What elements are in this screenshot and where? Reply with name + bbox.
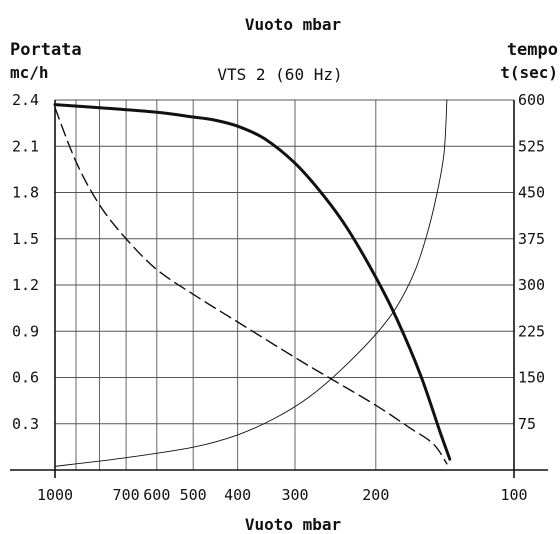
y-right-tick-label: 300 — [518, 276, 545, 294]
y-right-tick-label: 150 — [518, 369, 545, 387]
tick-labels: 1000 700 600 500 400 300 200 1002.42.11.81.51.2… — [12, 91, 545, 504]
y-right-tick-label: 525 — [518, 137, 545, 155]
series-line-dashed — [54, 107, 448, 465]
y-left-tick-label: 1.5 — [12, 230, 39, 248]
y-left-tick-label: 2.1 — [12, 137, 39, 155]
y-left-tick-label: 2.4 — [12, 91, 39, 109]
left-axis-label-line2: mc/h — [10, 63, 49, 82]
axes — [10, 100, 548, 478]
right-axis-label-line2: t(sec) — [500, 63, 558, 82]
series-lines — [53, 99, 452, 467]
y-left-tick-label: 0.6 — [12, 369, 39, 387]
x-tick-label: 500 — [180, 486, 207, 504]
y-left-tick-label: 0.9 — [12, 322, 39, 340]
x-tick-label: 600 — [143, 486, 170, 504]
right-axis-label-line1: tempo — [507, 40, 558, 60]
y-left-tick-label: 1.8 — [12, 184, 39, 202]
y-right-tick-label: 75 — [518, 415, 536, 433]
y-right-tick-label: 225 — [518, 322, 545, 340]
y-left-tick-label: 0.3 — [12, 415, 39, 433]
x-tick-label: 100 — [500, 486, 527, 504]
left-axis-label-line1: Portata — [10, 40, 82, 60]
series-line-flow-rate — [53, 103, 452, 461]
y-right-tick-label: 375 — [518, 230, 545, 248]
x-tick-label: 700 — [113, 486, 140, 504]
chart-title: VTS 2 (60 Hz) — [217, 65, 342, 84]
x-tick-label: 200 — [362, 486, 389, 504]
y-right-tick-label: 450 — [518, 184, 545, 202]
x-axis-label: Vuoto mbar — [245, 515, 341, 534]
y-left-tick-label: 1.2 — [12, 276, 39, 294]
y-right-tick-label: 600 — [518, 91, 545, 109]
top-axis-label: Vuoto mbar — [245, 15, 341, 34]
x-tick-label: 1000 — [37, 486, 73, 504]
x-tick-label: 400 — [224, 486, 251, 504]
series-line-time — [54, 99, 448, 467]
x-tick-label: 300 — [281, 486, 308, 504]
